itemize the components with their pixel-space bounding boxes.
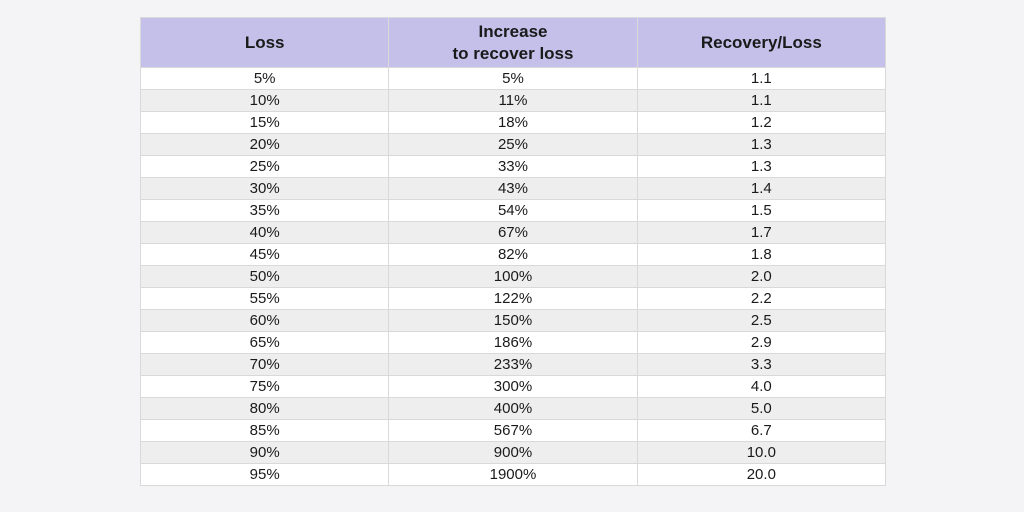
table-cell: 1.1 — [636, 89, 886, 112]
table-cell: 70% — [140, 353, 390, 376]
table-cell: 1.8 — [636, 243, 886, 266]
table-cell: 233% — [388, 353, 638, 376]
table-row: 20% 25% 1.3 — [140, 133, 886, 156]
table-cell: 43% — [388, 177, 638, 200]
table-cell: 6.7 — [636, 419, 886, 442]
table-row: 50% 100% 2.0 — [140, 265, 886, 288]
table-cell: 1.3 — [636, 133, 886, 156]
table-row: 70% 233% 3.3 — [140, 353, 886, 376]
table-cell: 567% — [388, 419, 638, 442]
header-loss: Loss — [140, 17, 390, 68]
table-cell: 100% — [388, 265, 638, 288]
table-cell: 2.9 — [636, 331, 886, 354]
table-row: 45% 82% 1.8 — [140, 243, 886, 266]
loss-recovery-table: Loss Increase to recover loss Recovery/L… — [140, 17, 886, 486]
table-cell: 5% — [388, 67, 638, 90]
table-cell: 1.3 — [636, 155, 886, 178]
table-cell: 150% — [388, 309, 638, 332]
table-cell: 1.7 — [636, 221, 886, 244]
table-header: Loss Increase to recover loss Recovery/L… — [140, 17, 886, 68]
table-cell: 50% — [140, 265, 390, 288]
table-row: 30% 43% 1.4 — [140, 177, 886, 200]
table-cell: 20.0 — [636, 463, 886, 486]
table-cell: 60% — [140, 309, 390, 332]
table-cell: 95% — [140, 463, 390, 486]
table-row: 40% 67% 1.7 — [140, 221, 886, 244]
table-row: 75% 300% 4.0 — [140, 375, 886, 398]
table-row: 5% 5% 1.1 — [140, 67, 886, 90]
table-row: 90% 900% 10.0 — [140, 441, 886, 464]
table-cell: 85% — [140, 419, 390, 442]
table-cell: 4.0 — [636, 375, 886, 398]
table-cell: 5.0 — [636, 397, 886, 420]
table-row: 25% 33% 1.3 — [140, 155, 886, 178]
table-cell: 90% — [140, 441, 390, 464]
table-cell: 30% — [140, 177, 390, 200]
table-cell: 35% — [140, 199, 390, 222]
table-cell: 45% — [140, 243, 390, 266]
table-cell: 186% — [388, 331, 638, 354]
table-cell: 82% — [388, 243, 638, 266]
table-header-row: Loss Increase to recover loss Recovery/L… — [140, 17, 886, 68]
table-cell: 55% — [140, 287, 390, 310]
table-cell: 40% — [140, 221, 390, 244]
table-cell: 25% — [140, 155, 390, 178]
table-cell: 1.5 — [636, 199, 886, 222]
table-body: 5% 5% 1.1 10% 11% 1.1 15% 18% 1.2 20% 25% 1.3 25% 33%… — [140, 67, 886, 486]
table-row: 10% 11% 1.1 — [140, 89, 886, 112]
loss-recovery-table-container: Loss Increase to recover loss Recovery/L… — [140, 17, 886, 486]
table-row: 95% 1900% 20.0 — [140, 463, 886, 486]
table-cell: 11% — [388, 89, 638, 112]
table-cell: 1.2 — [636, 111, 886, 134]
header-increase-to-recover-loss: Increase to recover loss — [388, 17, 638, 68]
table-row: 65% 186% 2.9 — [140, 331, 886, 354]
table-cell: 300% — [388, 375, 638, 398]
table-cell: 3.3 — [636, 353, 886, 376]
table-cell: 2.0 — [636, 265, 886, 288]
header-recovery-loss: Recovery/Loss — [636, 17, 886, 68]
table-cell: 25% — [388, 133, 638, 156]
table-cell: 20% — [140, 133, 390, 156]
table-cell: 75% — [140, 375, 390, 398]
table-cell: 2.2 — [636, 287, 886, 310]
table-cell: 10.0 — [636, 441, 886, 464]
table-cell: 65% — [140, 331, 390, 354]
table-row: 55% 122% 2.2 — [140, 287, 886, 310]
table-cell: 5% — [140, 67, 390, 90]
table-row: 15% 18% 1.2 — [140, 111, 886, 134]
table-row: 85% 567% 6.7 — [140, 419, 886, 442]
table-cell: 1.1 — [636, 67, 886, 90]
table-row: 60% 150% 2.5 — [140, 309, 886, 332]
table-row: 35% 54% 1.5 — [140, 199, 886, 222]
table-cell: 1900% — [388, 463, 638, 486]
table-row: 80% 400% 5.0 — [140, 397, 886, 420]
table-cell: 400% — [388, 397, 638, 420]
table-cell: 122% — [388, 287, 638, 310]
table-cell: 33% — [388, 155, 638, 178]
table-cell: 15% — [140, 111, 390, 134]
table-cell: 1.4 — [636, 177, 886, 200]
table-cell: 18% — [388, 111, 638, 134]
table-cell: 10% — [140, 89, 390, 112]
table-cell: 67% — [388, 221, 638, 244]
table-cell: 900% — [388, 441, 638, 464]
table-cell: 54% — [388, 199, 638, 222]
table-cell: 2.5 — [636, 309, 886, 332]
table-cell: 80% — [140, 397, 390, 420]
